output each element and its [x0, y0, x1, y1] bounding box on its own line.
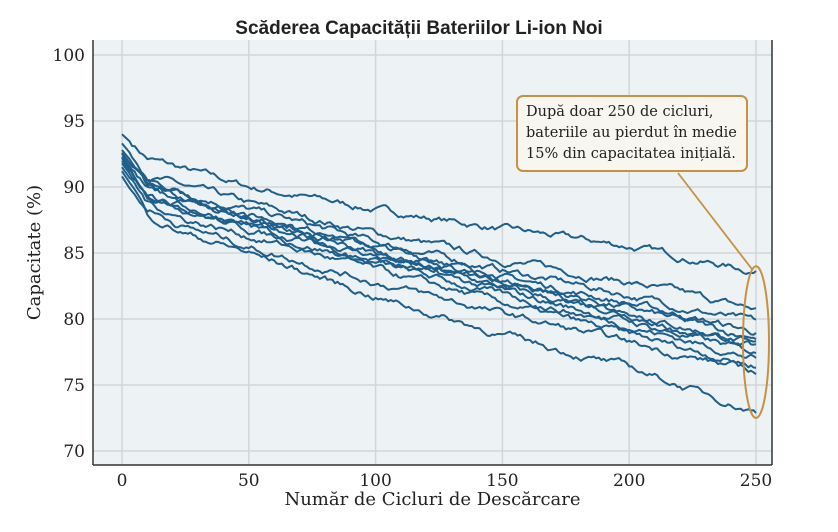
x-tick-label: 200	[613, 471, 645, 491]
annotation-callout: După doar 250 de cicluri, bateriile au p…	[516, 95, 748, 172]
y-tick-label: 75	[63, 376, 85, 396]
x-tick-label: 0	[117, 471, 128, 491]
y-tick-label: 95	[63, 112, 85, 132]
x-tick-label: 100	[359, 471, 391, 491]
annotation-connector	[677, 172, 753, 270]
series-line	[121, 175, 757, 414]
series-line	[121, 153, 757, 336]
x-axis-label: Număr de Cicluri de Descărcare	[284, 489, 580, 510]
y-tick-label: 100	[53, 46, 85, 66]
annotation-ellipse	[742, 265, 770, 420]
series-line	[121, 162, 757, 355]
series-line	[121, 166, 757, 369]
x-tick-label: 150	[486, 471, 518, 491]
series-line	[121, 133, 757, 275]
y-tick-label: 70	[63, 442, 85, 462]
series-line	[121, 159, 757, 346]
series-line	[121, 142, 757, 311]
y-tick-label: 80	[63, 310, 85, 330]
x-tick-label: 50	[238, 471, 260, 491]
chart-title: Scăderea Capacității Bateriilor Li-ion N…	[235, 18, 603, 39]
x-tick-label: 250	[740, 471, 772, 491]
series-line	[121, 157, 757, 359]
y-axis-label: Capacitate (%)	[24, 185, 45, 320]
series-line	[121, 170, 757, 375]
y-tick-label: 85	[63, 244, 85, 264]
y-tick-label: 90	[63, 178, 85, 198]
